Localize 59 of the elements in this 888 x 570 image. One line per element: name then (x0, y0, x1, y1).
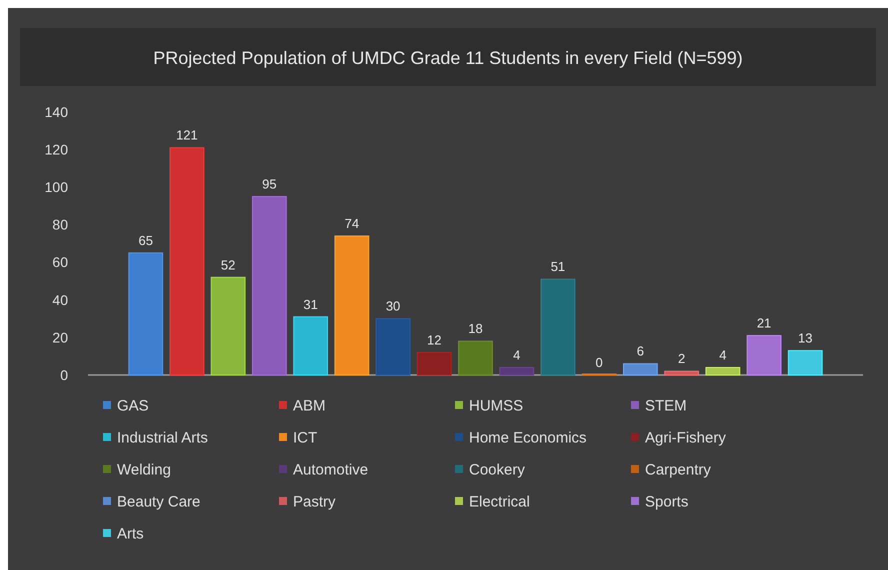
legend-label: Home Economics (469, 429, 587, 446)
y-tick-label: 60 (52, 254, 68, 270)
data-label: 65 (138, 232, 153, 248)
y-tick-label: 40 (52, 292, 68, 308)
legend-label: STEM (645, 397, 687, 414)
data-label: 4 (719, 347, 726, 362)
bar (788, 350, 823, 376)
legend-label: Pastry (293, 493, 336, 510)
bar (376, 318, 410, 376)
data-label: 21 (756, 316, 772, 331)
legend-label: Agri-Fishery (645, 429, 726, 446)
data-label: 0 (596, 355, 603, 370)
bar (293, 316, 328, 376)
data-label: 6 (636, 344, 644, 359)
legend-label: GAS (117, 397, 149, 414)
data-label: 74 (344, 216, 360, 231)
legend-label: Beauty Care (117, 493, 200, 510)
bar (664, 370, 700, 376)
data-label: 30 (386, 298, 400, 314)
legend-label: Carpentry (645, 461, 712, 478)
chart-title: PRojected Population of UMDC Grade 11 Students in every Field (N=599) (153, 48, 743, 68)
bar (210, 276, 246, 376)
legend-label: Cookery (469, 461, 526, 478)
bar (540, 278, 576, 376)
data-label: 52 (220, 257, 236, 272)
legend-label: Welding (117, 461, 171, 478)
bar (334, 235, 370, 376)
data-label: 2 (678, 351, 686, 366)
data-label: 31 (303, 296, 318, 312)
legend-label: Sports (645, 493, 688, 510)
legend-label: ABM (293, 397, 326, 414)
bar (499, 366, 534, 376)
legend-label: ICT (293, 429, 318, 446)
bar (128, 252, 164, 376)
y-tick-label: 100 (44, 179, 68, 196)
legend-label: Automotive (293, 461, 368, 478)
data-label: 95 (262, 176, 277, 192)
bar (170, 147, 204, 376)
bar (416, 352, 452, 376)
legend-label: HUMSS (469, 397, 524, 414)
y-tick-label: 140 (44, 104, 68, 120)
data-label: 18 (468, 321, 483, 336)
legend-label: Industrial Arts (117, 429, 208, 446)
data-label: 4 (513, 347, 520, 362)
legend-label: Electrical (469, 493, 530, 510)
data-label: 13 (798, 330, 813, 346)
y-tick-label: 80 (52, 216, 68, 233)
data-label: 51 (550, 259, 566, 274)
y-tick-label: 20 (52, 329, 68, 346)
bar (458, 340, 493, 376)
y-tick-label: 120 (44, 141, 68, 158)
bar (746, 335, 782, 376)
bar (705, 366, 740, 376)
data-label: 12 (427, 332, 442, 348)
y-tick-label: 0 (60, 366, 68, 383)
bar (622, 363, 658, 376)
legend-label: Arts (117, 525, 144, 542)
bar (252, 196, 287, 376)
data-label: 121 (176, 128, 198, 143)
